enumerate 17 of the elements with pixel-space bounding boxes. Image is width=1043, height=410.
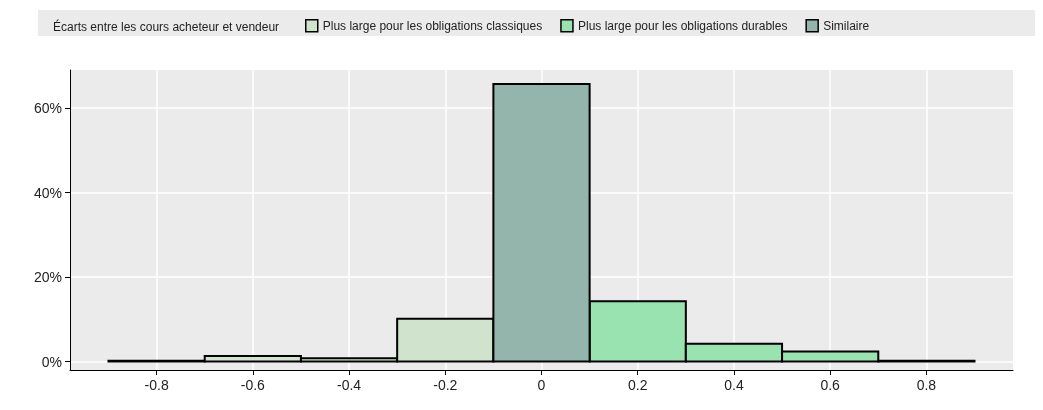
legend-label: Plus large pour les obligations durables bbox=[577, 18, 788, 33]
x-tick-label: -0.8 bbox=[144, 377, 169, 393]
x-tick-label: 0.2 bbox=[627, 377, 648, 393]
y-tick-label: 0% bbox=[41, 353, 62, 370]
y-tick-label: 40% bbox=[33, 184, 62, 201]
y-tick-label: 60% bbox=[33, 100, 62, 117]
legend-label: Similaire bbox=[823, 18, 870, 33]
x-tick-label: 0.8 bbox=[916, 377, 937, 393]
x-tick-label: -0.6 bbox=[240, 377, 266, 393]
x-tick-label: 0 bbox=[537, 377, 546, 393]
x-tick-label: 0.4 bbox=[724, 377, 744, 393]
x-tick-label: -0.2 bbox=[433, 377, 458, 393]
x-tick-label: -0.4 bbox=[336, 377, 362, 393]
x-tick-label: 0.6 bbox=[820, 377, 841, 393]
y-tick-label: 20% bbox=[33, 269, 62, 286]
legend-label: Plus large pour les obligations classiques bbox=[322, 18, 543, 33]
legend-title: Écarts entre les cours acheteur et vendeur bbox=[53, 19, 280, 34]
